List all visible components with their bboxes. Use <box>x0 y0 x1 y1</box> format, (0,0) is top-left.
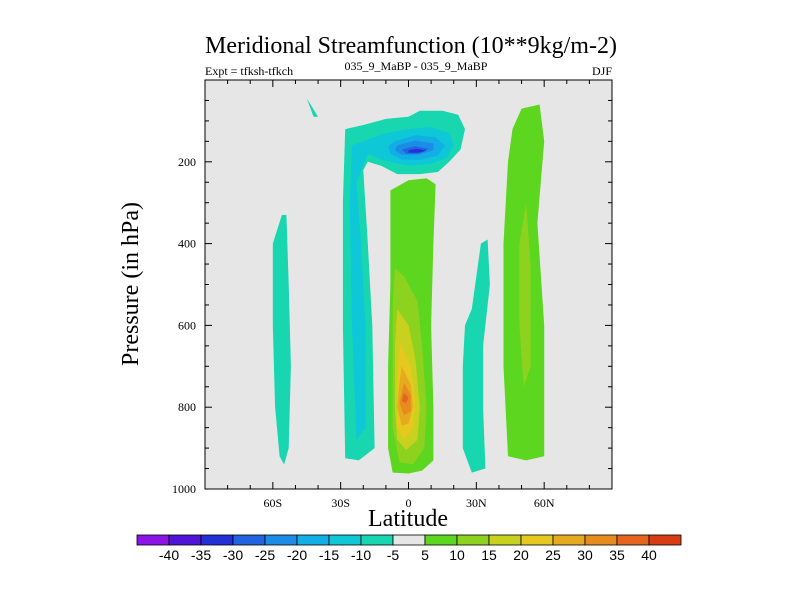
chart-title: Meridional Streamfunction (10**9kg/m-2) <box>205 33 617 59</box>
contour-band-tropics-pos-35 <box>401 392 409 404</box>
colorbar-label: -5 <box>387 547 400 563</box>
y-tick-label: 600 <box>178 318 196 332</box>
contour-band-nh-pos-cell-inner <box>519 202 531 387</box>
colorbar-swatch <box>488 534 522 546</box>
colorbar-swatch <box>456 534 490 546</box>
colorbar-label: -20 <box>287 547 307 563</box>
y-tick-label: 400 <box>178 237 196 251</box>
y-axis-title: Pressure (in hPa) <box>118 202 144 366</box>
colorbar: -40 -35 -30 -25 -20 -15 -10 -5 5 10 15 20 25 30 35 40 <box>136 534 682 563</box>
colorbar-swatch <box>296 534 330 546</box>
x-tick-label: 60N <box>534 496 555 510</box>
colorbar-swatch <box>328 534 362 546</box>
colorbar-swatch <box>520 534 554 546</box>
contour-band-upper-neg-10 <box>349 127 454 440</box>
colorbar-label: 25 <box>545 547 561 563</box>
colorbar-swatch <box>168 534 202 546</box>
season-label: DJF <box>592 64 612 78</box>
colorbar-swatch <box>200 534 234 546</box>
colorbar-swatch <box>360 534 394 546</box>
colorbar-swatch <box>616 534 650 546</box>
colorbar-label: 30 <box>577 547 593 563</box>
y-tick-label: 200 <box>178 155 196 169</box>
colorbar-label: 40 <box>641 547 657 563</box>
colorbar-swatch <box>424 534 458 546</box>
x-axis-title: Latitude <box>368 506 448 532</box>
plot-area: 60S 30S 0 30N 60N 200 400 600 800 1000 <box>172 79 613 510</box>
colorbar-label: -30 <box>223 547 243 563</box>
contour-regions <box>272 98 545 474</box>
colorbar-label: -40 <box>159 547 179 563</box>
y-axis-ticks: 200 400 600 800 1000 <box>172 79 612 496</box>
colorbar-swatch <box>552 534 586 546</box>
colorbar-swatch <box>136 534 170 546</box>
case-label: 035_9_MaBP - 035_9_MaBP <box>345 59 488 73</box>
colorbar-swatch <box>584 534 618 546</box>
contour-band-nh-upper-neg-outer <box>306 98 319 117</box>
x-tick-label: 60S <box>263 496 282 510</box>
x-tick-label: 30S <box>331 496 350 510</box>
colorbar-label: 15 <box>481 547 497 563</box>
colorbar-label: -10 <box>351 547 371 563</box>
x-tick-label: 0 <box>406 496 412 510</box>
colorbar-swatch <box>648 534 682 546</box>
contour-band-upper-neg-30 <box>408 148 427 153</box>
colorbar-label: -35 <box>191 547 211 563</box>
colorbar-swatch <box>392 534 426 546</box>
colorbar-label: 35 <box>609 547 625 563</box>
colorbar-label: 10 <box>449 547 465 563</box>
colorbar-label: -25 <box>255 547 275 563</box>
colorbar-swatch <box>232 534 266 546</box>
colorbar-swatch <box>264 534 298 546</box>
contour-band-nh-sub-neg-cell <box>462 239 490 473</box>
experiment-label: Expt = tfksh-tfkch <box>205 64 293 78</box>
colorbar-label: 20 <box>513 547 529 563</box>
colorbar-label: -15 <box>319 547 339 563</box>
x-axis-ticks: 60S 30S 0 30N 60N <box>204 80 613 510</box>
y-tick-label: 1000 <box>172 482 196 496</box>
x-tick-label: 30N <box>466 496 487 510</box>
colorbar-label: 5 <box>421 547 429 563</box>
y-tick-label: 800 <box>178 400 196 414</box>
contour-band-sh-neg-cell <box>272 215 291 465</box>
